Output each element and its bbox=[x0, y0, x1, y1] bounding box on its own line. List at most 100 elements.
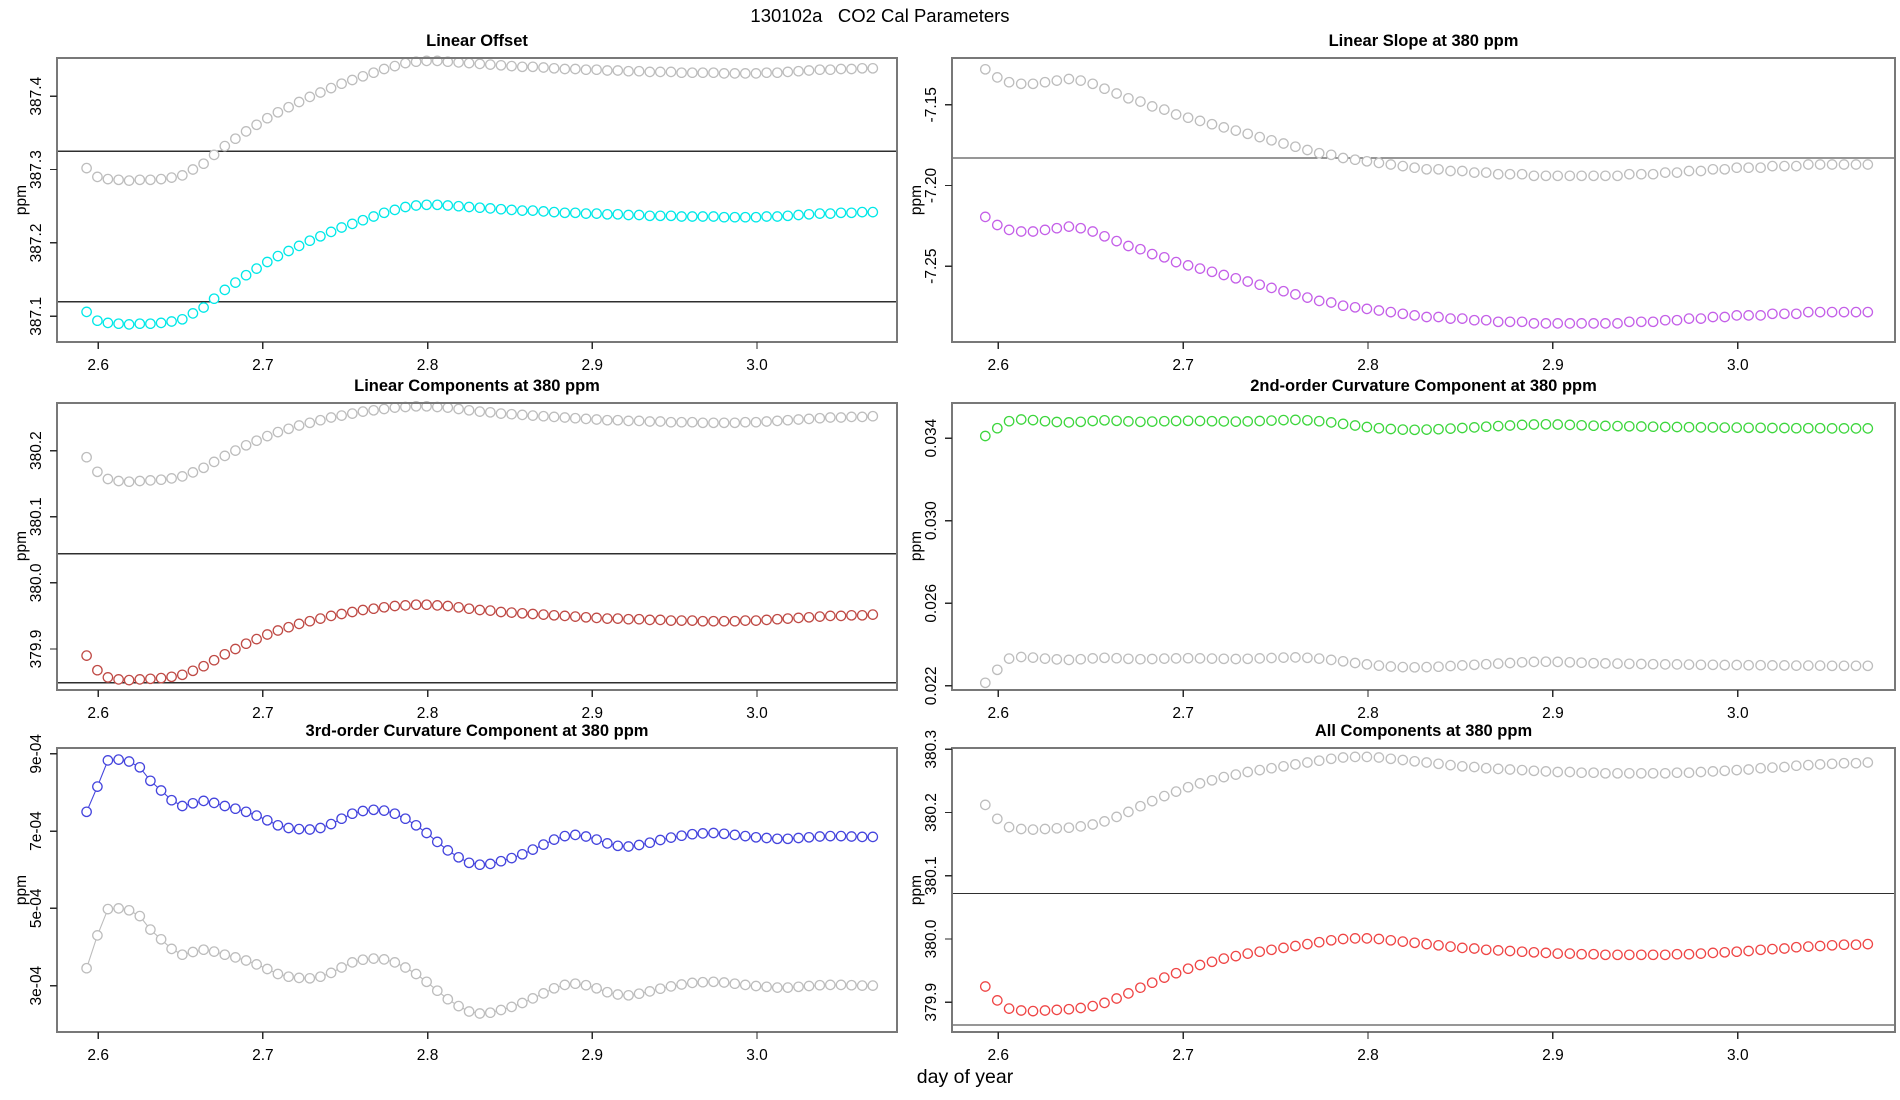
data-point bbox=[1528, 318, 1540, 329]
data-point bbox=[410, 200, 422, 211]
data-point bbox=[368, 953, 379, 964]
data-point bbox=[315, 613, 326, 624]
data-point bbox=[293, 823, 305, 835]
data-point bbox=[761, 832, 772, 844]
data-point bbox=[1564, 318, 1576, 329]
data-point bbox=[559, 207, 571, 219]
data-point bbox=[208, 797, 220, 809]
data-point bbox=[1278, 652, 1289, 663]
data-point bbox=[1087, 226, 1099, 237]
data-point bbox=[1814, 940, 1826, 952]
data-point bbox=[591, 414, 602, 425]
data-point bbox=[1564, 948, 1576, 959]
data-point bbox=[1707, 947, 1719, 959]
data-point bbox=[1063, 221, 1075, 232]
data-point bbox=[368, 603, 379, 615]
data-point bbox=[92, 466, 103, 478]
data-point bbox=[219, 648, 231, 660]
data-point bbox=[113, 475, 124, 487]
data-point bbox=[113, 903, 124, 914]
data-point bbox=[1528, 765, 1540, 777]
data-point bbox=[1099, 414, 1110, 426]
data-point bbox=[1731, 162, 1743, 174]
data-point bbox=[1612, 767, 1623, 779]
data-point bbox=[113, 318, 124, 330]
data-point bbox=[1349, 154, 1361, 166]
panel-title-linear-components: Linear Components at 380 ppm bbox=[354, 377, 600, 395]
x-tick-label: 2.9 bbox=[1542, 357, 1564, 374]
data-point bbox=[1278, 414, 1289, 426]
data-point bbox=[92, 664, 103, 676]
data-point bbox=[1218, 953, 1230, 964]
data-point bbox=[601, 414, 613, 426]
data-point bbox=[378, 403, 390, 415]
data-point bbox=[1600, 767, 1611, 779]
data-point bbox=[1612, 658, 1623, 669]
data-point bbox=[1182, 963, 1194, 975]
data-point bbox=[559, 979, 571, 991]
data-point bbox=[1671, 314, 1683, 326]
data-point bbox=[824, 64, 836, 76]
y-tick-label: 387.3 bbox=[28, 150, 45, 189]
data-point bbox=[1647, 767, 1659, 779]
data-point bbox=[1266, 652, 1277, 664]
x-tick-label: 3.0 bbox=[746, 357, 768, 374]
data-point bbox=[623, 613, 634, 625]
data-point bbox=[814, 611, 826, 622]
y-tick-label: 387.2 bbox=[28, 224, 45, 263]
data-point bbox=[793, 414, 804, 425]
x-tick-label: 3.0 bbox=[1727, 357, 1749, 374]
data-point bbox=[1468, 659, 1480, 671]
data-point bbox=[1135, 243, 1146, 255]
data-point bbox=[761, 614, 772, 626]
data-point bbox=[1290, 940, 1301, 952]
data-point bbox=[686, 416, 698, 428]
data-point bbox=[1170, 109, 1182, 120]
data-point bbox=[1504, 316, 1516, 328]
data-point bbox=[527, 61, 539, 73]
data-point bbox=[1218, 416, 1230, 427]
data-point bbox=[389, 402, 401, 413]
data-point bbox=[1528, 656, 1540, 668]
y-axis-label: ppm bbox=[908, 184, 925, 216]
data-point bbox=[1468, 761, 1480, 773]
data-point bbox=[389, 808, 401, 820]
plot-box bbox=[951, 402, 1896, 691]
data-point bbox=[1182, 112, 1194, 124]
data-point bbox=[92, 315, 103, 327]
data-point bbox=[506, 204, 517, 216]
data-point bbox=[1027, 226, 1039, 237]
data-point bbox=[1707, 311, 1719, 323]
data-point bbox=[1146, 416, 1158, 427]
data-point bbox=[1647, 949, 1659, 961]
data-point bbox=[325, 967, 337, 979]
data-point bbox=[219, 140, 231, 152]
data-point bbox=[357, 954, 369, 966]
data-point bbox=[1325, 417, 1337, 428]
data-point bbox=[867, 831, 879, 843]
data-point bbox=[1623, 168, 1635, 180]
panel-4: 2.6 2.7 2.8 2.9 3.0 3e-04 5e-04 7e-04 9e-04 bbox=[28, 734, 898, 1064]
x-tick-label: 2.6 bbox=[987, 1047, 1009, 1064]
data-point bbox=[729, 417, 741, 429]
data-point bbox=[708, 67, 719, 79]
data-point bbox=[1468, 314, 1480, 326]
data-point bbox=[1087, 78, 1099, 90]
data-point bbox=[516, 848, 528, 860]
series-blue bbox=[81, 754, 879, 871]
data-point bbox=[1254, 764, 1266, 776]
data-point bbox=[1850, 757, 1862, 769]
data-point bbox=[979, 63, 991, 75]
x-tick-label: 3.0 bbox=[746, 1047, 768, 1064]
x-tick-label: 2.9 bbox=[582, 357, 604, 374]
data-point bbox=[1373, 422, 1385, 434]
x-tick-label: 2.6 bbox=[987, 705, 1009, 722]
data-point bbox=[442, 993, 454, 1005]
data-point bbox=[1397, 754, 1409, 766]
data-point bbox=[580, 979, 592, 991]
data-point bbox=[261, 112, 273, 124]
y-tick-label: 0.022 bbox=[923, 666, 940, 705]
data-point bbox=[1313, 755, 1325, 767]
data-point bbox=[176, 949, 188, 961]
data-point bbox=[1325, 297, 1337, 308]
